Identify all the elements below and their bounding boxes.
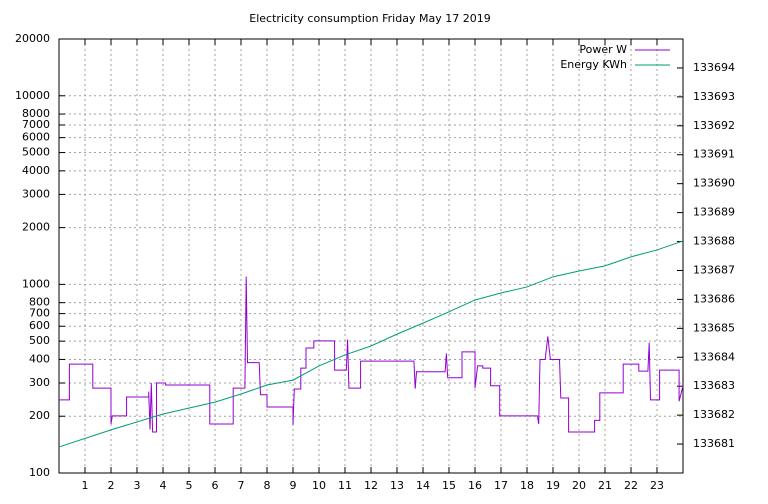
chart-title: Electricity consumption Friday May 17 20… [249,12,490,25]
y-tick-label: 100 [29,466,50,479]
x-tick-label: 8 [264,479,271,492]
y2-tick-label: 133686 [693,292,735,305]
y-tick-label: 5000 [22,146,50,159]
y2-tick-label: 133690 [693,177,735,190]
y-tick-label: 800 [29,296,50,309]
y-tick-label: 400 [29,352,50,365]
x-tick-label: 4 [160,479,167,492]
data-line [58,240,684,448]
y-tick-label: 3000 [22,187,50,200]
y-tick-label: 600 [29,319,50,332]
y-tick-label: 20000 [15,32,50,45]
x-tick-label: 23 [650,479,664,492]
legend-label: Power W [579,43,627,56]
x-tick-label: 5 [186,479,193,492]
x-tick-label: 2 [108,479,115,492]
plot-frame [58,38,684,474]
x-tick-label: 7 [238,479,245,492]
x-tick-label: 18 [520,479,534,492]
x-tick-label: 13 [390,479,404,492]
x-tick-label: 22 [624,479,638,492]
data-line [59,276,684,433]
x-tick-label: 16 [468,479,482,492]
x-tick-label: 14 [416,479,430,492]
x-tick-label: 17 [494,479,508,492]
x-tick-label: 10 [312,479,326,492]
x-tick-label: 3 [134,479,141,492]
y-tick-label: 500 [29,334,50,347]
y-tick-label: 6000 [22,131,50,144]
y2-tick-label: 133692 [693,119,735,132]
y2-tick-label: 133693 [693,90,735,103]
x-tick-label: 21 [598,479,612,492]
y-tick-label: 7000 [22,118,50,131]
y-tick-label: 2000 [22,221,50,234]
y-tick-label: 8000 [22,107,50,120]
x-tick-label: 20 [572,479,586,492]
x-tick-label: 1 [82,479,89,492]
y2-tick-label: 133682 [693,408,735,421]
x-tick-label: 12 [364,479,378,492]
y-tick-label: 700 [29,307,50,320]
x-tick-label: 15 [442,479,456,492]
y-tick-label: 300 [29,376,50,389]
y-tick-label: 200 [29,409,50,422]
y2-tick-label: 133685 [693,321,735,334]
y2-tick-label: 133687 [693,263,735,276]
y2-tick-label: 133689 [693,206,735,219]
y2-tick-label: 133684 [693,350,735,363]
y-tick-label: 4000 [22,164,50,177]
y2-tick-label: 133688 [693,235,735,248]
y2-tick-label: 133683 [693,379,735,392]
y2-tick-label: 133681 [693,437,735,450]
legend-label: Energy KWh [560,58,627,71]
y-tick-label: 1000 [22,277,50,290]
y2-tick-label: 133691 [693,148,735,161]
y2-tick-label: 133694 [693,61,735,74]
x-tick-label: 11 [338,479,352,492]
x-tick-label: 19 [546,479,560,492]
y-tick-label: 10000 [15,89,50,102]
x-tick-label: 6 [212,479,219,492]
x-tick-label: 9 [290,479,297,492]
